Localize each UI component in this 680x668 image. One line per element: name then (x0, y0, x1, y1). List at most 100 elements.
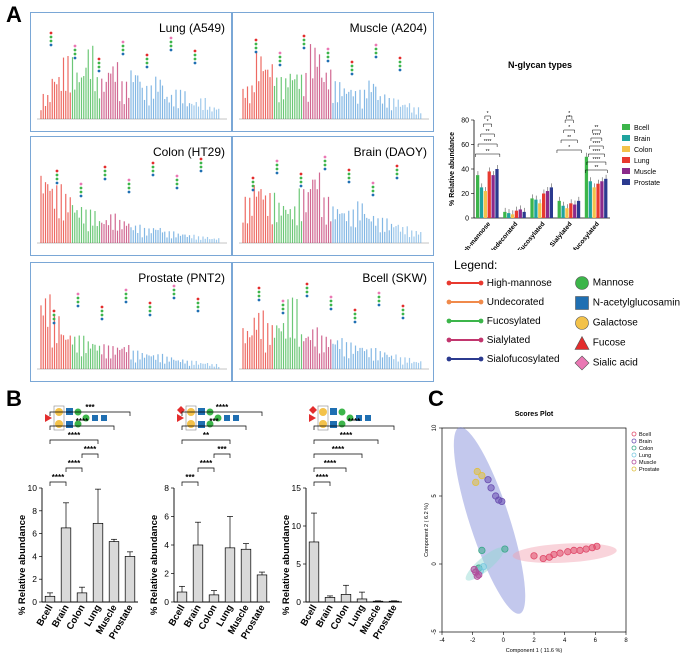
y-tick-label: 8 (32, 506, 37, 516)
bar-bcell (44, 595, 56, 603)
bar-prostate (388, 600, 400, 603)
bar-colon (510, 214, 515, 218)
spectrum-prostate: Prostate (PNT2) (30, 262, 232, 382)
glycan-symbol (278, 63, 282, 67)
point-prostate (472, 478, 480, 487)
point-prostate (473, 467, 481, 476)
glycan-symbol (100, 317, 104, 321)
glycan-legend: Legend: High-mannose Undecorated Fucosyl… (440, 258, 680, 378)
x-tick-label: 6 (594, 638, 598, 644)
glycan-symbol (377, 291, 381, 295)
glycan-symbol (175, 186, 179, 190)
glycan-symbol (196, 301, 200, 305)
glycan-symbol (281, 303, 285, 307)
legend-label-brain: Brain (634, 136, 650, 143)
significance-bracket (484, 115, 491, 119)
n-acetylglucosamine-icon (92, 415, 98, 421)
glycan-symbol (55, 177, 59, 181)
y-tick-label: 0 (296, 597, 301, 607)
fucose-icon (309, 414, 316, 422)
significance-bracket (181, 425, 247, 430)
glycan-symbol (329, 295, 333, 299)
point-brain (484, 476, 492, 484)
chart-title: N-glycan types (508, 60, 572, 70)
legend-label-prostate: Prostate (634, 180, 660, 187)
spectrum-label-bcell: Bcell (SKW) (362, 271, 427, 285)
glycan-symbol (73, 56, 77, 60)
y-tick-label: 0 (164, 597, 169, 607)
glycan-symbol (302, 38, 306, 42)
y-tick-label: 6 (164, 512, 169, 522)
significance-label: **** (593, 141, 601, 147)
y-axis-label: Component 2 ( 6.2 %) (424, 503, 430, 557)
glycan-symbol (127, 190, 131, 194)
significance-label: **** (593, 157, 601, 163)
glycan-symbol (281, 311, 285, 315)
legend-line-marker (446, 318, 484, 324)
glycan-symbol (281, 299, 285, 303)
glycan-symbol (103, 177, 107, 181)
y-tick-label: 80 (461, 118, 469, 125)
legend-label-bcell: Bcell (639, 432, 651, 438)
y-tick-label: 10 (28, 483, 38, 493)
significance-bracket (181, 481, 199, 486)
scores-plot: Scores Plot -4 -2 0 2 4 6 8 -5 0 5 10 Component 1 ( … (424, 411, 659, 654)
significance-bracket (587, 153, 605, 157)
legend-symbol-fucose: Fucose (574, 335, 626, 351)
significance-label: *** (217, 445, 227, 454)
significance-bracket (556, 149, 582, 153)
point-bcell (570, 546, 578, 554)
glycan-symbol (329, 303, 333, 307)
significance-bracket (590, 137, 603, 141)
glycan-symbol (374, 51, 378, 55)
glycan-symbol (257, 294, 261, 298)
glycan-symbol (398, 56, 402, 60)
bar-colon (208, 594, 220, 603)
galactose-icon (55, 420, 63, 428)
glycan-symbol (121, 40, 125, 44)
x-axis-label: Component 1 ( 11.6 %) (506, 648, 563, 654)
mannose-icon (346, 414, 354, 422)
bar-brain (561, 205, 565, 218)
glycan-symbol (196, 309, 200, 313)
glycan-bracket (53, 405, 65, 431)
legend-swatch-prostate (622, 179, 630, 185)
significance-bracket (589, 145, 604, 149)
glycan-symbol (79, 194, 83, 198)
glycan-symbol (350, 60, 354, 64)
bar-bcell (308, 541, 320, 603)
point-bcell (564, 548, 572, 556)
point-bcell (550, 550, 558, 559)
glycan-symbol (347, 168, 351, 172)
glycan-symbol (175, 178, 179, 182)
bar-brain (324, 597, 336, 603)
n-acetylglucosamine-icon (66, 408, 73, 415)
significance-label: **** (216, 403, 229, 412)
legend-swatch-colon (622, 146, 630, 152)
glycan-symbol (353, 308, 357, 312)
glycan-symbol (281, 307, 285, 311)
glycan-symbol (151, 169, 155, 173)
glycan-symbol (395, 176, 399, 180)
legend-marker-prostate (631, 466, 637, 472)
glycan-symbol (145, 61, 149, 65)
x-tick-label: 0 (502, 638, 506, 644)
glycan-symbol (323, 155, 327, 159)
glycan-symbol (251, 180, 255, 184)
legend-line-sialofucosylated: Sialofucosylated (446, 354, 560, 365)
n-acetylglucosamine-icon (330, 421, 337, 428)
significance-label: ** (486, 129, 490, 135)
glycan-symbol (124, 300, 128, 304)
mannose-icon (338, 420, 346, 428)
bar-colon (538, 203, 542, 218)
glycan-symbol (329, 299, 333, 303)
legend-marker-brain (631, 438, 637, 444)
glycan-symbol (193, 61, 197, 65)
glycan-symbol (275, 171, 279, 175)
legend-line-high-mannose: High-mannose (446, 278, 552, 289)
legend-label-lung: Lung (634, 158, 650, 165)
glycan-symbol (145, 53, 149, 57)
y-tick-label: 0 (432, 562, 438, 566)
glycan-symbol (97, 61, 101, 65)
glycan-symbol (401, 312, 405, 316)
